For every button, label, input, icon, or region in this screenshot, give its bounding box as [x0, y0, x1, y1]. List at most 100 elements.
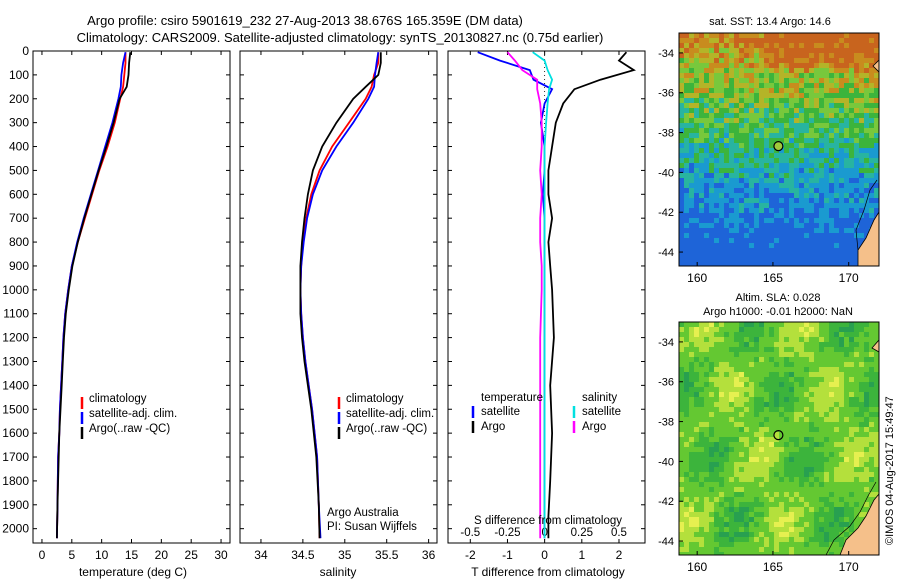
legend-satellite: satellite-adj. clim.	[346, 408, 434, 420]
heatmap-cell	[724, 128, 730, 134]
heatmap-cell	[684, 337, 690, 343]
heatmap-cell	[779, 208, 785, 214]
y-tick-label: 200	[9, 92, 29, 106]
heatmap-cell	[769, 392, 775, 398]
heatmap-cell	[704, 143, 710, 149]
heatmap-cell	[744, 133, 750, 139]
heatmap-cell	[854, 412, 860, 418]
heatmap-cell	[769, 452, 775, 458]
heatmap-cell	[719, 392, 725, 398]
heatmap-cell	[724, 38, 730, 44]
heatmap-cell	[779, 422, 785, 428]
heatmap-cell	[859, 108, 865, 114]
heatmap-cell	[714, 402, 720, 408]
heatmap-cell	[869, 382, 875, 388]
heatmap-cell	[854, 43, 860, 49]
heatmap-cell	[824, 108, 830, 114]
heatmap-cell	[714, 552, 720, 555]
heatmap-cell	[679, 342, 685, 348]
heatmap-cell	[859, 168, 865, 174]
heatmap-cell	[869, 148, 875, 154]
heatmap-cell	[749, 243, 755, 249]
heatmap-cell	[804, 88, 810, 94]
heatmap-cell	[874, 472, 879, 478]
heatmap-cell	[819, 188, 825, 194]
heatmap-cell	[749, 337, 755, 343]
heatmap-cell	[794, 218, 800, 224]
heatmap-cell	[729, 492, 735, 498]
heatmap-cell	[779, 178, 785, 184]
heatmap-cell	[829, 407, 835, 413]
heatmap-cell	[844, 397, 850, 403]
heatmap-cell	[869, 133, 875, 139]
heatmap-cell	[819, 372, 825, 378]
heatmap-cell	[744, 387, 750, 393]
heatmap-cell	[704, 507, 710, 513]
heatmap-cell	[824, 203, 830, 209]
heatmap-cell	[824, 507, 830, 513]
heatmap-cell	[844, 123, 850, 129]
heatmap-cell	[769, 73, 775, 79]
heatmap-cell	[764, 48, 770, 54]
heatmap-cell	[734, 507, 740, 513]
heatmap-cell	[809, 33, 815, 39]
heatmap-cell	[829, 208, 835, 214]
heatmap-cell	[859, 432, 865, 438]
heatmap-cell	[874, 108, 879, 114]
heatmap-cell	[709, 532, 715, 538]
heatmap-cell	[789, 138, 795, 144]
heatmap-cell	[744, 128, 750, 134]
heatmap-cell	[769, 38, 775, 44]
heatmap-cell	[729, 347, 735, 353]
heatmap-cell	[859, 407, 865, 413]
heatmap-cell	[754, 332, 760, 338]
heatmap-cell	[744, 43, 750, 49]
heatmap-cell	[839, 357, 845, 363]
heatmap-cell	[709, 387, 715, 393]
heatmap-cell	[724, 437, 730, 443]
heatmap-cell	[724, 158, 730, 164]
heatmap-cell	[684, 467, 690, 473]
heatmap-cell	[794, 158, 800, 164]
heatmap-cell	[869, 322, 875, 328]
heatmap-cell	[864, 487, 870, 493]
heatmap-cell	[864, 337, 870, 343]
heatmap-cell	[684, 243, 690, 249]
x-tick-label: 35	[338, 548, 352, 562]
heatmap-cell	[759, 108, 765, 114]
heatmap-cell	[754, 163, 760, 169]
heatmap-cell	[679, 218, 685, 224]
heatmap-cell	[729, 208, 735, 214]
heatmap-cell	[849, 437, 855, 443]
heatmap-cell	[809, 552, 815, 555]
heatmap-cell	[874, 58, 879, 64]
heatmap-cell	[844, 502, 850, 508]
heatmap-cell	[754, 542, 760, 548]
heatmap-cell	[704, 407, 710, 413]
heatmap-cell	[729, 113, 735, 119]
heatmap-cell	[694, 218, 700, 224]
heatmap-cell	[714, 208, 720, 214]
heatmap-cell	[699, 218, 705, 224]
heatmap-cell	[874, 442, 879, 448]
heatmap-cell	[759, 143, 765, 149]
heatmap-cell	[714, 412, 720, 418]
heatmap-cell	[764, 512, 770, 518]
heatmap-cell	[704, 173, 710, 179]
legend-t-argo: Argo	[481, 421, 505, 433]
heatmap-cell	[729, 53, 735, 59]
heatmap-cell	[749, 168, 755, 174]
heatmap-cell	[874, 138, 879, 144]
heatmap-cell	[729, 133, 735, 139]
heatmap-cell	[704, 432, 710, 438]
heatmap-cell	[804, 367, 810, 373]
heatmap-cell	[864, 88, 870, 94]
heatmap-cell	[779, 263, 785, 266]
heatmap-cell	[834, 73, 840, 79]
heatmap-cell	[699, 133, 705, 139]
heatmap-cell	[704, 198, 710, 204]
heatmap-cell	[869, 367, 875, 373]
heatmap-cell	[694, 417, 700, 423]
heatmap-cell	[864, 33, 870, 39]
heatmap-cell	[679, 397, 685, 403]
